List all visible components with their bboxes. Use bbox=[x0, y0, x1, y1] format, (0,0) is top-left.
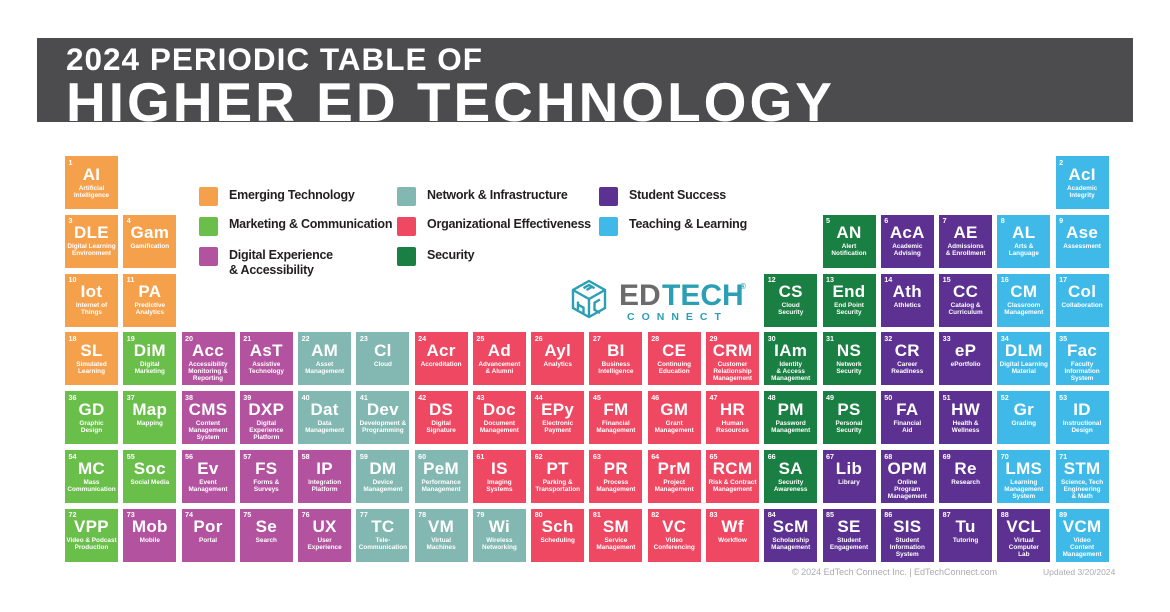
svg-text:®: ® bbox=[740, 282, 746, 291]
svg-text:TECH: TECH bbox=[662, 279, 744, 312]
svg-text:ED: ED bbox=[619, 279, 661, 312]
svg-text:CONNECT: CONNECT bbox=[627, 311, 728, 323]
